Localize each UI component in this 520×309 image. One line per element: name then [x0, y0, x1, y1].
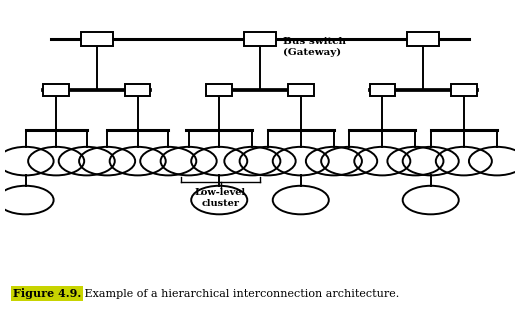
- Bar: [288, 84, 314, 95]
- Bar: [407, 32, 439, 46]
- Bar: [44, 84, 69, 95]
- Text: Bus switch
(Gateway): Bus switch (Gateway): [276, 37, 346, 57]
- Text: Figure 4.9.: Figure 4.9.: [13, 288, 81, 298]
- Text: Low-level
cluster: Low-level cluster: [195, 188, 246, 208]
- Text: Example of a hierarchical interconnection architecture.: Example of a hierarchical interconnectio…: [81, 289, 399, 298]
- Bar: [244, 32, 276, 46]
- Bar: [81, 32, 113, 46]
- Bar: [125, 84, 150, 95]
- Bar: [451, 84, 476, 95]
- Bar: [206, 84, 232, 95]
- Bar: [370, 84, 395, 95]
